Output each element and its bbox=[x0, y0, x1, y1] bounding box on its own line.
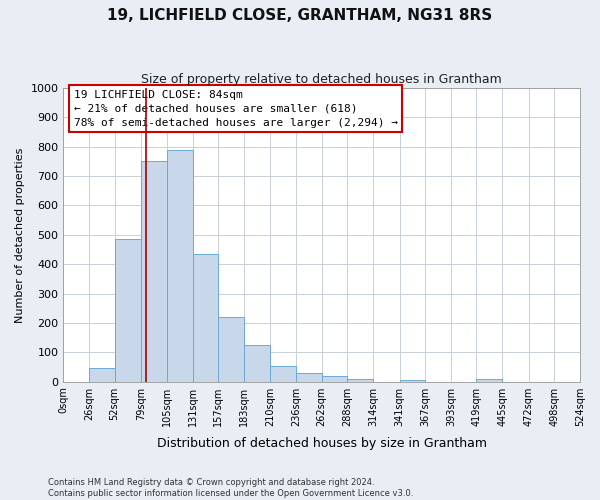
Bar bbox=[271, 366, 296, 382]
Y-axis label: Number of detached properties: Number of detached properties bbox=[15, 147, 25, 322]
Bar bbox=[400, 380, 425, 382]
Bar bbox=[115, 240, 141, 382]
Bar bbox=[89, 368, 115, 382]
X-axis label: Distribution of detached houses by size in Grantham: Distribution of detached houses by size … bbox=[157, 437, 487, 450]
Text: 19 LICHFIELD CLOSE: 84sqm
← 21% of detached houses are smaller (618)
78% of semi: 19 LICHFIELD CLOSE: 84sqm ← 21% of detac… bbox=[74, 90, 398, 128]
Bar bbox=[244, 345, 271, 382]
Bar bbox=[141, 162, 167, 382]
Bar bbox=[193, 254, 218, 382]
Text: Contains HM Land Registry data © Crown copyright and database right 2024.
Contai: Contains HM Land Registry data © Crown c… bbox=[48, 478, 413, 498]
Bar bbox=[476, 380, 502, 382]
Bar bbox=[322, 376, 347, 382]
Title: Size of property relative to detached houses in Grantham: Size of property relative to detached ho… bbox=[142, 72, 502, 86]
Bar bbox=[347, 378, 373, 382]
Bar bbox=[218, 317, 244, 382]
Bar bbox=[167, 150, 193, 382]
Text: 19, LICHFIELD CLOSE, GRANTHAM, NG31 8RS: 19, LICHFIELD CLOSE, GRANTHAM, NG31 8RS bbox=[107, 8, 493, 22]
Bar bbox=[296, 373, 322, 382]
